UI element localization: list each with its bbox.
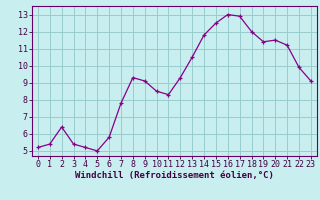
X-axis label: Windchill (Refroidissement éolien,°C): Windchill (Refroidissement éolien,°C) (75, 171, 274, 180)
